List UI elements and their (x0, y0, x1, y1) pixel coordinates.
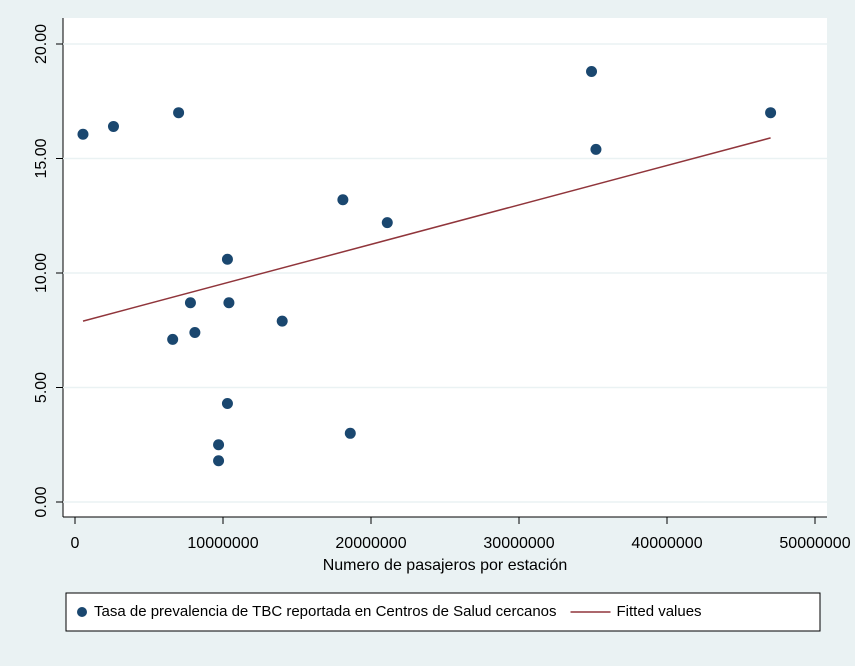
point (344, 427, 356, 439)
x-tick-label: 50000000 (779, 535, 850, 552)
point (107, 120, 119, 132)
point (77, 128, 89, 140)
y-tick-label: 0.00 (33, 486, 50, 517)
legend-box (65, 592, 821, 632)
point (765, 107, 777, 119)
x-axis-title: Numero de pasajeros por estación (323, 557, 568, 574)
y-tick-label: 5.00 (33, 372, 50, 403)
point (213, 439, 225, 451)
y-tick-label: 20.00 (33, 24, 50, 64)
point (189, 327, 201, 339)
x-tick-label: 10000000 (187, 535, 258, 552)
y-tick-label: 15.00 (33, 138, 50, 178)
point (337, 194, 349, 206)
point (173, 107, 185, 119)
plot-area (63, 18, 827, 517)
point (213, 455, 225, 467)
x-tick-label: 0 (71, 535, 80, 552)
point (586, 65, 598, 77)
point (381, 217, 393, 229)
point (184, 297, 196, 309)
point (590, 143, 602, 155)
y-tick-label: 10.00 (33, 253, 50, 293)
x-tick-label: 40000000 (631, 535, 702, 552)
x-tick-label: 30000000 (483, 535, 554, 552)
legend-label: Fitted values (617, 603, 702, 620)
point (221, 253, 233, 265)
point (167, 333, 179, 345)
fit-line (82, 137, 771, 322)
point (223, 297, 235, 309)
point (276, 315, 288, 327)
x-tick-label: 20000000 (335, 535, 406, 552)
legend-swatch (77, 607, 87, 617)
legend-label: Tasa de prevalencia de TBC reportada en … (94, 603, 557, 620)
point (221, 398, 233, 410)
